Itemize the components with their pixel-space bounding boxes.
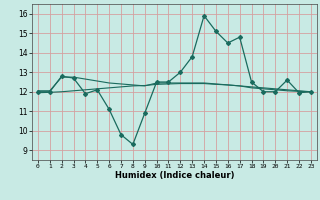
X-axis label: Humidex (Indice chaleur): Humidex (Indice chaleur) <box>115 171 234 180</box>
